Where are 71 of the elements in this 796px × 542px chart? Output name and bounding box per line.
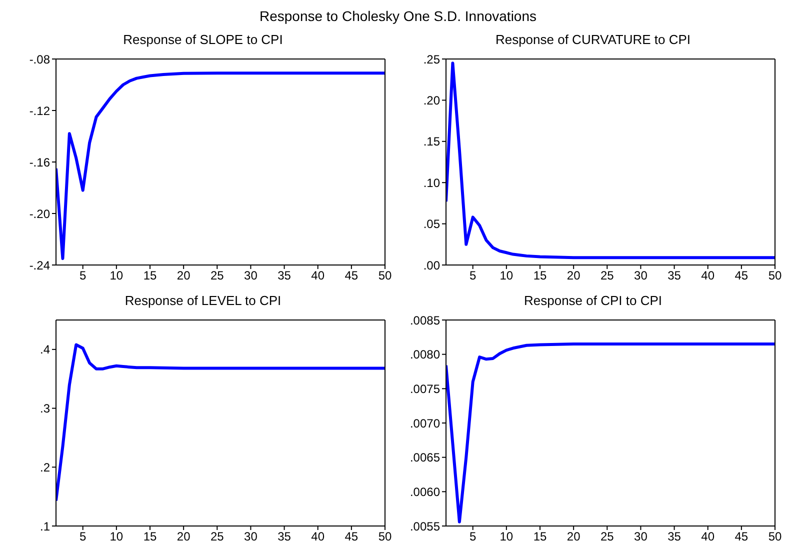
x-tick-label: 10 [110,268,124,283]
y-tick-label: .0060 [410,484,440,499]
x-tick-label: 50 [378,530,392,542]
x-tick-label: 35 [668,268,682,283]
x-tick-label: 10 [500,530,514,542]
x-tick-label: 20 [566,268,581,283]
x-tick-label: 45 [344,268,358,283]
x-tick-label: 20 [566,530,581,542]
x-tick-label: 5 [80,530,87,542]
y-tick-label: .10 [423,176,440,190]
x-tick-label: 10 [110,530,124,542]
x-tick-label: 30 [634,268,648,283]
chart-title: Response of CURVATURE to CPI [494,31,692,49]
y-tick-label: .05 [423,217,440,232]
x-tick-label: 35 [668,530,682,542]
x-tick-label: 35 [278,530,292,542]
y-tick-label: -.16 [29,155,50,170]
x-tick-label: 50 [768,268,782,283]
x-tick-label: 5 [470,530,477,542]
x-tick-label: 15 [143,268,157,283]
y-tick-label: .0065 [410,450,440,465]
text: Response to Cholesky One S.D. Innovations [258,8,538,26]
x-tick-label: 30 [244,268,258,283]
y-tick-label: -.12 [29,104,50,118]
y-tick-label: -.20 [29,206,50,221]
x-tick-label: 30 [634,530,648,542]
x-tick-label: 45 [734,268,748,283]
y-tick-label: .0070 [410,416,440,430]
x-tick-label: 50 [378,268,392,283]
x-tick-label: 10 [500,268,514,283]
y-tick-label: .0085 [410,313,440,328]
x-tick-label: 20 [176,268,191,283]
y-tick-label: .4 [40,342,50,357]
x-tick-label: 45 [344,530,358,542]
x-tick-label: 35 [278,268,292,283]
x-tick-label: 25 [600,530,614,542]
line-series [56,343,385,502]
x-tick-label: 50 [768,530,782,542]
line-series [56,72,385,260]
x-tick-label: 40 [311,530,325,542]
x-tick-label: 40 [701,268,715,283]
y-tick-label: -.24 [29,258,50,272]
y-tick-label: .0080 [410,348,440,362]
line-series [446,62,775,260]
line-series [446,342,775,524]
x-tick-label: 25 [210,268,224,283]
y-tick-label: .2 [40,460,50,474]
x-tick-label: 15 [143,530,157,542]
chart-title: Response of LEVEL to CPI [124,292,282,310]
chart-title: Response of CPI to CPI [522,292,663,310]
x-tick-label: 40 [311,268,325,283]
y-tick-label: .25 [423,52,440,66]
y-tick-label: .20 [423,93,440,108]
y-tick-label: -.08 [29,52,50,66]
x-tick-label: 30 [244,530,258,542]
x-tick-label: 45 [734,530,748,542]
x-tick-label: 25 [210,530,224,542]
x-tick-label: 15 [533,268,547,283]
x-tick-label: 5 [470,268,477,283]
y-tick-label: .00 [423,258,440,272]
y-tick-label: .1 [40,519,50,534]
y-tick-label: .15 [423,134,440,149]
y-tick-label: .0055 [410,519,440,534]
x-tick-label: 5 [80,268,87,283]
x-tick-label: 20 [176,530,191,542]
chart-title: Response of SLOPE to CPI [122,31,284,49]
x-tick-label: 25 [600,268,614,283]
x-tick-label: 15 [533,530,547,542]
y-tick-label: .0075 [410,382,440,396]
y-tick-label: .3 [40,402,50,416]
x-tick-label: 40 [701,530,715,542]
